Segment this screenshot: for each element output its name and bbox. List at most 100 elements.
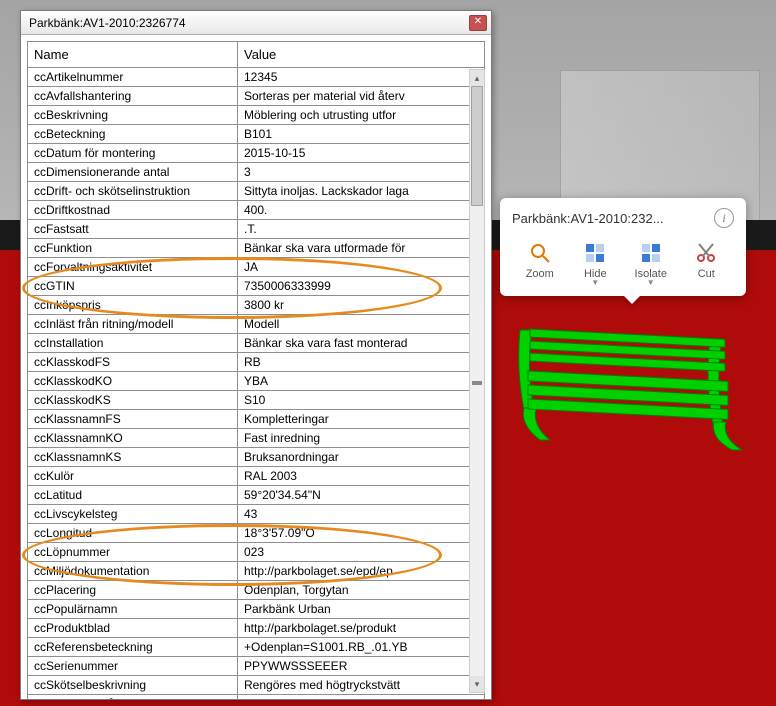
properties-dialog: Parkbänk:AV1-2010:2326774 ✕ Name Value c… bbox=[20, 10, 492, 700]
table-row[interactable]: ccBeskrivningMöblering och utrusting utf… bbox=[28, 106, 485, 125]
table-row[interactable]: ccInläst från ritning/modellModell bbox=[28, 315, 485, 334]
table-row[interactable]: ccLöpnummer023 bbox=[28, 543, 485, 562]
chevron-down-icon: ▼ bbox=[623, 280, 679, 286]
table-row[interactable]: ccInköpspris3800 kr bbox=[28, 296, 485, 315]
property-value: .T. bbox=[238, 220, 485, 239]
table-row[interactable]: ccLivscykelsteg43 bbox=[28, 505, 485, 524]
column-header-name[interactable]: Name bbox=[28, 42, 238, 68]
scroll-track[interactable] bbox=[470, 86, 484, 676]
dialog-title: Parkbänk:AV1-2010:2326774 bbox=[29, 16, 469, 30]
property-value: RAL 2003 bbox=[238, 467, 485, 486]
cut-label: Cut bbox=[679, 268, 735, 280]
property-name: ccBeteckning bbox=[28, 125, 238, 144]
table-row[interactable]: ccDriftkostnad400. bbox=[28, 201, 485, 220]
table-row[interactable]: ccKlasskodKSS10 bbox=[28, 391, 485, 410]
table-row[interactable]: ccDimensionerande antal3 bbox=[28, 163, 485, 182]
table-row[interactable]: ccReferensbeteckning+Odenplan=S1001.RB_.… bbox=[28, 638, 485, 657]
scroll-down-icon[interactable]: ▾ bbox=[470, 676, 484, 692]
properties-table-wrap: Name Value ccArtikelnummer12345ccAvfalls… bbox=[21, 35, 491, 699]
table-row[interactable]: ccKlasskodKOYBA bbox=[28, 372, 485, 391]
property-name: ccAvfallshantering bbox=[28, 87, 238, 106]
property-value: 3800 kr bbox=[238, 296, 485, 315]
table-row[interactable]: ccBeteckningB101 bbox=[28, 125, 485, 144]
hide-button[interactable]: Hide ▼ bbox=[568, 238, 624, 288]
info-icon[interactable]: i bbox=[714, 208, 734, 228]
table-row[interactable]: ccFunktionBänkar ska vara utformade för bbox=[28, 239, 485, 258]
property-name: ccLongitud bbox=[28, 524, 238, 543]
property-value: S10 bbox=[238, 391, 485, 410]
zoom-label: Zoom bbox=[512, 268, 568, 280]
table-row[interactable]: ccArtikelnummer12345 bbox=[28, 68, 485, 87]
table-row[interactable]: ccKlassnamnKSBruksanordningar bbox=[28, 448, 485, 467]
property-name: ccFunktion bbox=[28, 239, 238, 258]
table-row[interactable]: ccKulörRAL 2003 bbox=[28, 467, 485, 486]
table-row[interactable]: ccSerienummerPPYWWSSSEEER bbox=[28, 657, 485, 676]
cut-button[interactable]: Cut bbox=[679, 238, 735, 288]
property-value: Bänkar ska vara fast monterad bbox=[238, 334, 485, 353]
property-name: ccKlassnamnKS bbox=[28, 448, 238, 467]
property-name: ccSkötselbeskrivning bbox=[28, 676, 238, 695]
property-name: ccForvaltningsaktivitet bbox=[28, 258, 238, 277]
table-row[interactable]: ccDatum för montering2015-10-15 bbox=[28, 144, 485, 163]
property-value: 023 bbox=[238, 543, 485, 562]
property-value: +Odenplan=S1001.RB_.01.YB bbox=[238, 638, 485, 657]
property-value: 18°3'57.09"O bbox=[238, 524, 485, 543]
table-row[interactable]: ccLongitud18°3'57.09"O bbox=[28, 524, 485, 543]
table-row[interactable]: ccLatitud59°20'34.54"N bbox=[28, 486, 485, 505]
scroll-thumb[interactable] bbox=[471, 86, 483, 206]
table-row[interactable]: ccKlassnamnKOFast inredning bbox=[28, 429, 485, 448]
table-row[interactable]: ccDrift- och skötselinstruktionSittyta i… bbox=[28, 182, 485, 201]
property-value: Fast inredning bbox=[238, 429, 485, 448]
table-row[interactable]: ccSkötselomsådaOdennlan bbox=[28, 695, 485, 700]
scroll-midline bbox=[472, 381, 482, 385]
property-name: ccFastsatt bbox=[28, 220, 238, 239]
property-value: RB bbox=[238, 353, 485, 372]
property-name: ccInstallation bbox=[28, 334, 238, 353]
property-name: ccKlasskodFS bbox=[28, 353, 238, 372]
property-value: Möblering och utrusting utfor bbox=[238, 106, 485, 125]
property-name: ccPlacering bbox=[28, 581, 238, 600]
property-name: ccLivscykelsteg bbox=[28, 505, 238, 524]
table-row[interactable]: ccForvaltningsaktivitetJA bbox=[28, 258, 485, 277]
table-row[interactable]: ccGTIN7350006333999 bbox=[28, 277, 485, 296]
property-name: ccKlassnamnFS bbox=[28, 410, 238, 429]
dialog-titlebar[interactable]: Parkbänk:AV1-2010:2326774 ✕ bbox=[21, 11, 491, 35]
table-row[interactable]: ccMiljödokumentationhttp://parkbolaget.s… bbox=[28, 562, 485, 581]
table-row[interactable]: ccKlasskodFSRB bbox=[28, 353, 485, 372]
properties-table: Name Value ccArtikelnummer12345ccAvfalls… bbox=[27, 41, 485, 699]
zoom-icon bbox=[512, 240, 568, 266]
scroll-up-icon[interactable]: ▴ bbox=[470, 70, 484, 86]
isolate-button[interactable]: Isolate ▼ bbox=[623, 238, 679, 288]
table-row[interactable]: ccKlassnamnFSKompletteringar bbox=[28, 410, 485, 429]
property-name: ccDimensionerande antal bbox=[28, 163, 238, 182]
property-name: ccInköpspris bbox=[28, 296, 238, 315]
table-row[interactable]: ccFastsatt.T. bbox=[28, 220, 485, 239]
property-name: ccReferensbeteckning bbox=[28, 638, 238, 657]
property-name: ccPopulärnamn bbox=[28, 600, 238, 619]
property-value: Parkbänk Urban bbox=[238, 600, 485, 619]
property-value: 43 bbox=[238, 505, 485, 524]
property-name: ccInläst från ritning/modell bbox=[28, 315, 238, 334]
property-name: ccKlasskodKS bbox=[28, 391, 238, 410]
property-value: Sittyta inoljas. Lackskador laga bbox=[238, 182, 485, 201]
table-row[interactable]: ccAvfallshanteringSorteras per material … bbox=[28, 87, 485, 106]
property-value: 400. bbox=[238, 201, 485, 220]
property-name: ccKlasskodKO bbox=[28, 372, 238, 391]
park-bench-model[interactable] bbox=[510, 310, 750, 460]
property-value: http://parkbolaget.se/epd/ep bbox=[238, 562, 485, 581]
property-name: ccProduktblad bbox=[28, 619, 238, 638]
property-value: Odenplan, Torgytan bbox=[238, 581, 485, 600]
vertical-scrollbar[interactable]: ▴ ▾ bbox=[469, 69, 485, 693]
table-row[interactable]: ccPopulärnamnParkbänk Urban bbox=[28, 600, 485, 619]
column-header-value[interactable]: Value bbox=[238, 42, 485, 68]
close-icon[interactable]: ✕ bbox=[469, 15, 487, 31]
property-value: B101 bbox=[238, 125, 485, 144]
property-name: ccMiljödokumentation bbox=[28, 562, 238, 581]
table-row[interactable]: ccProduktbladhttp://parkbolaget.se/produ… bbox=[28, 619, 485, 638]
zoom-button[interactable]: Zoom bbox=[512, 238, 568, 288]
property-name: ccDrift- och skötselinstruktion bbox=[28, 182, 238, 201]
property-value: 3 bbox=[238, 163, 485, 182]
table-row[interactable]: ccInstallationBänkar ska vara fast monte… bbox=[28, 334, 485, 353]
table-row[interactable]: ccPlaceringOdenplan, Torgytan bbox=[28, 581, 485, 600]
table-row[interactable]: ccSkötselbeskrivningRengöres med högtryc… bbox=[28, 676, 485, 695]
